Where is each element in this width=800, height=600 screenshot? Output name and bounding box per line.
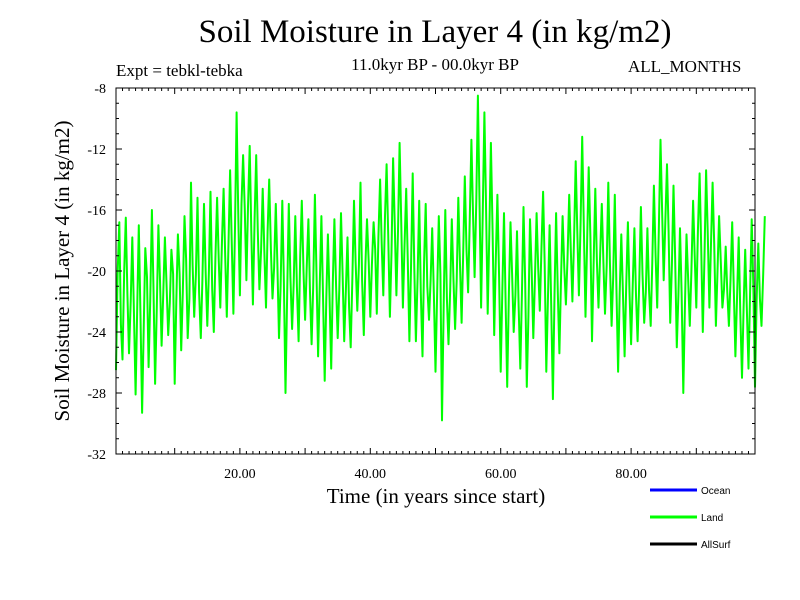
legend-label-ocean: Ocean [701, 486, 730, 497]
period-label: ALL_MONTHS [628, 57, 742, 76]
x-tick-label: 80.00 [615, 467, 647, 482]
chart-title: Soil Moisture in Layer 4 (in kg/m2) [198, 14, 672, 50]
chart-subtitle: 11.0kyr BP - 00.0kyr BP [351, 55, 519, 74]
x-tick-label: 40.00 [355, 467, 387, 482]
x-axis-label: Time (in years since start) [327, 484, 546, 508]
y-tick-label: -28 [87, 387, 106, 402]
legend-label-land: Land [701, 513, 723, 524]
series-line-land [115, 94, 766, 422]
y-tick-label: -8 [94, 82, 106, 97]
series-layer [115, 94, 766, 422]
legend: Ocean Land AllSurf [650, 486, 731, 551]
x-tick-label: 20.00 [224, 467, 256, 482]
y-tick-label: -24 [87, 326, 106, 341]
y-tick-label: -32 [87, 448, 106, 463]
x-tick-label: 60.00 [485, 467, 517, 482]
ticks-layer: 20.00 40.00 60.00 80.00 -8 -12 -16 -20 -24 -28 -32 [87, 82, 756, 482]
y-tick-label: -20 [87, 265, 106, 280]
experiment-label: Expt = tebkl-tebka [116, 61, 243, 80]
y-axis-label: Soil Moisture in Layer 4 (in kg/m2) [50, 121, 74, 422]
y-tick-label: -12 [87, 143, 106, 158]
legend-label-allsurf: AllSurf [701, 540, 731, 551]
y-tick-label: -16 [87, 204, 106, 219]
